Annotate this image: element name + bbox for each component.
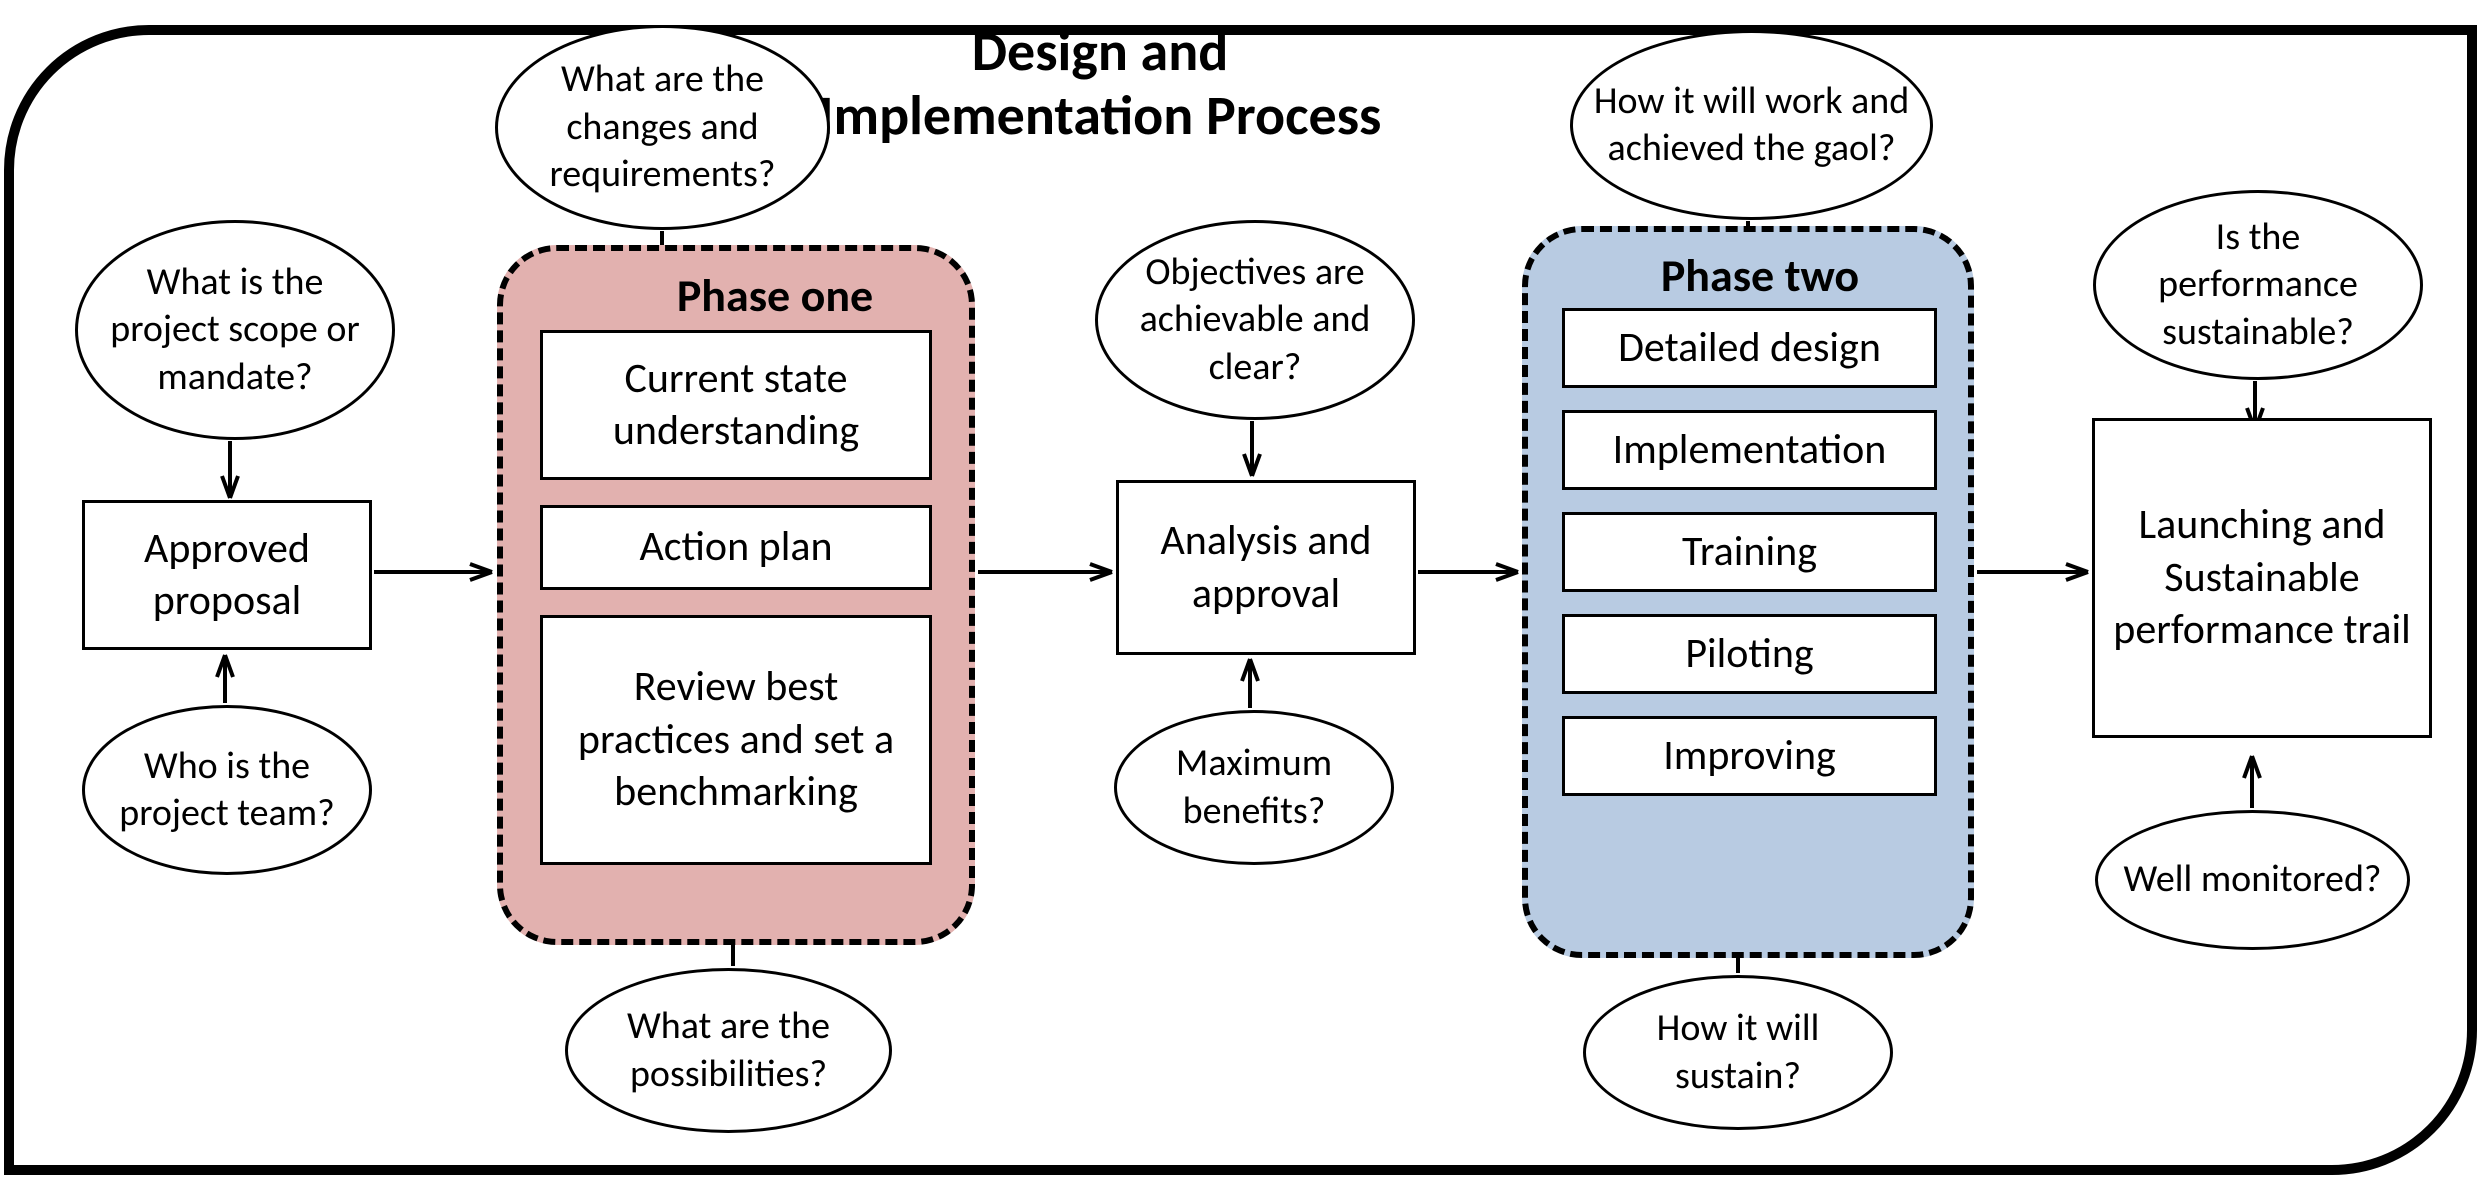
phase-one-title: Phase one [635,268,915,324]
phase-one-item: Review best practices and set a benchmar… [540,615,932,865]
question-objectives: Objectives are achievable and clear? [1095,220,1415,420]
phase-two-item: Training [1562,512,1937,592]
phase-two-item: Improving [1562,716,1937,796]
phase-two-item: Detailed design [1562,308,1937,388]
phase-one-item: Current state understanding [540,330,932,480]
question-scope: What is the project scope or mandate? [75,220,395,440]
diagram-canvas: Design and Implementation Process Phase … [0,0,2483,1200]
question-benefits: Maximum benefits? [1114,710,1394,865]
question-sustain: How it will sustain? [1583,975,1893,1130]
phase-two-item: Implementation [1562,410,1937,490]
question-how-work: How it will work and achieved the gaol? [1570,30,1933,220]
question-performance: Is the performance sustainable? [2093,190,2423,380]
phase-one-item: Action plan [540,505,932,590]
process-node-analysis: Analysis and approval [1116,480,1416,655]
question-team: Who is the project team? [82,705,372,875]
phase-two-title: Phase two [1620,248,1900,304]
question-possibilities: What are the possibilities? [565,968,892,1133]
process-node-launching: Launching and Sustainable performance tr… [2092,418,2432,738]
phase-two-item: Piloting [1562,614,1937,694]
question-monitored: Well monitored? [2095,810,2410,950]
process-node-approved: Approved proposal [82,500,372,650]
question-changes: What are the changes and requirements? [495,25,830,230]
